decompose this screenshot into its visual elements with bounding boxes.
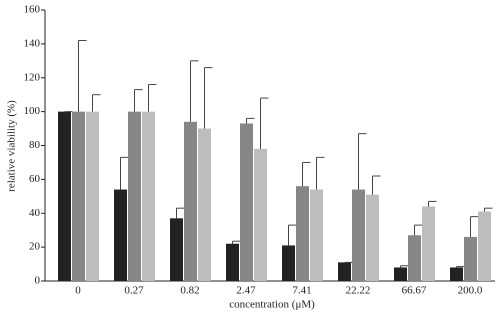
y-axis-label: relative viability (%) xyxy=(6,100,18,192)
bar xyxy=(352,189,365,281)
y-tick-label: 0 xyxy=(35,275,41,287)
bar xyxy=(72,111,85,281)
x-tick-label: 66.67 xyxy=(402,285,427,297)
bar xyxy=(464,236,477,281)
bar xyxy=(240,123,253,281)
y-tick-label: 120 xyxy=(24,71,41,83)
y-tick-label: 140 xyxy=(24,37,41,49)
x-tick-label: 0.27 xyxy=(124,285,144,297)
bar xyxy=(282,245,295,281)
x-tick-label: 7.41 xyxy=(292,285,311,297)
bar xyxy=(128,111,141,281)
bar xyxy=(478,211,491,281)
bar xyxy=(338,262,351,281)
bar xyxy=(114,189,127,281)
bar xyxy=(86,111,99,281)
bar xyxy=(450,267,463,281)
bar xyxy=(254,148,267,281)
y-tick-label: 160 xyxy=(24,4,41,16)
x-tick-label: 0 xyxy=(75,285,81,297)
y-tick-label: 40 xyxy=(29,207,41,219)
bar xyxy=(422,206,435,281)
x-tick-label: 22.22 xyxy=(346,285,371,297)
bar xyxy=(366,194,379,281)
bar xyxy=(310,189,323,281)
bar xyxy=(184,121,197,281)
x-tick-label: 0.82 xyxy=(180,285,199,297)
x-tick-label: 200.0 xyxy=(458,285,483,297)
bar xyxy=(142,111,155,281)
y-tick-label: 80 xyxy=(29,139,41,151)
x-tick-label: 2.47 xyxy=(236,285,256,297)
y-tick-label: 60 xyxy=(29,173,41,185)
bar xyxy=(198,128,211,281)
bar xyxy=(226,243,239,281)
bar xyxy=(170,218,183,281)
bar xyxy=(58,111,71,281)
bar xyxy=(408,235,421,281)
bar xyxy=(296,186,309,281)
x-axis-label: concentration (μM) xyxy=(229,299,315,311)
y-tick-label: 100 xyxy=(24,105,41,117)
y-tick-label: 20 xyxy=(29,241,41,253)
bar xyxy=(394,267,407,281)
